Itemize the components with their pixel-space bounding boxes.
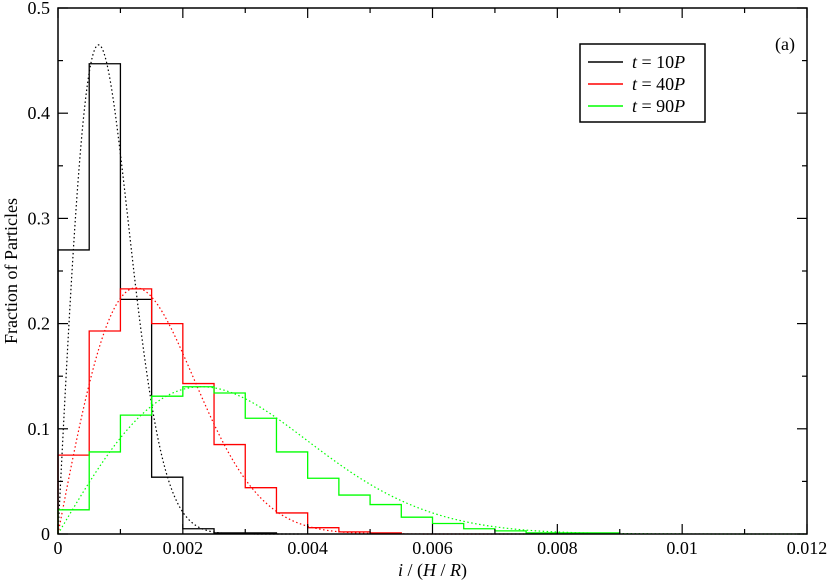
y-tick-label: 0 [41,524,50,544]
x-tick-label: 0.004 [287,538,328,558]
x-axis-title-part: / ( [403,560,423,581]
legend-entry-t10: t = 10P [588,52,685,72]
x-axis-title: i / (H / R) [398,560,467,581]
x-tick-label: 0.006 [412,538,453,558]
x-axis: 0 0.002 0.004 0.006 0.008 0.01 0.012 [54,8,828,558]
y-tick-label: 0.5 [28,0,51,18]
x-axis-title-part: H [422,560,437,580]
y-axis-title: Fraction of Particles [1,198,21,344]
y-tick-label: 0.2 [28,314,51,334]
x-axis-title-part: ) [461,560,467,581]
x-axis-title-part: / [436,560,450,580]
histogram-series-0 [57,63,278,534]
legend-label: t = 90P [632,96,685,116]
legend-label: t = 40P [632,74,685,94]
x-tick-label: 0.012 [787,538,828,558]
x-tick-label: 0.008 [537,538,578,558]
y-tick-label: 0.4 [28,103,51,123]
x-tick-label: 0 [54,538,63,558]
fit-curve-2 [57,386,807,535]
panel-label: (a) [775,34,795,55]
histogram-series-2 [57,386,621,534]
legend-box [579,43,706,123]
legend-label: t = 10P [632,52,685,72]
legend-entry-t40: t = 40P [588,74,685,94]
y-tick-label: 0.3 [28,208,51,228]
x-tick-label: 0.002 [163,538,204,558]
fit-curve-1 [57,287,527,535]
y-axis: 0 0.1 0.2 0.3 0.4 0.5 [28,0,807,544]
x-axis-title-part: i [398,560,403,580]
histogram-series-1 [57,288,402,534]
x-axis-title-part: R [449,560,461,580]
x-tick-label: 0.01 [666,538,698,558]
fit-curve-0 [57,44,302,535]
legend: t = 10P t = 40P t = 90P [579,43,706,123]
y-tick-label: 0.1 [28,419,51,439]
legend-entry-t90: t = 90P [588,96,685,116]
